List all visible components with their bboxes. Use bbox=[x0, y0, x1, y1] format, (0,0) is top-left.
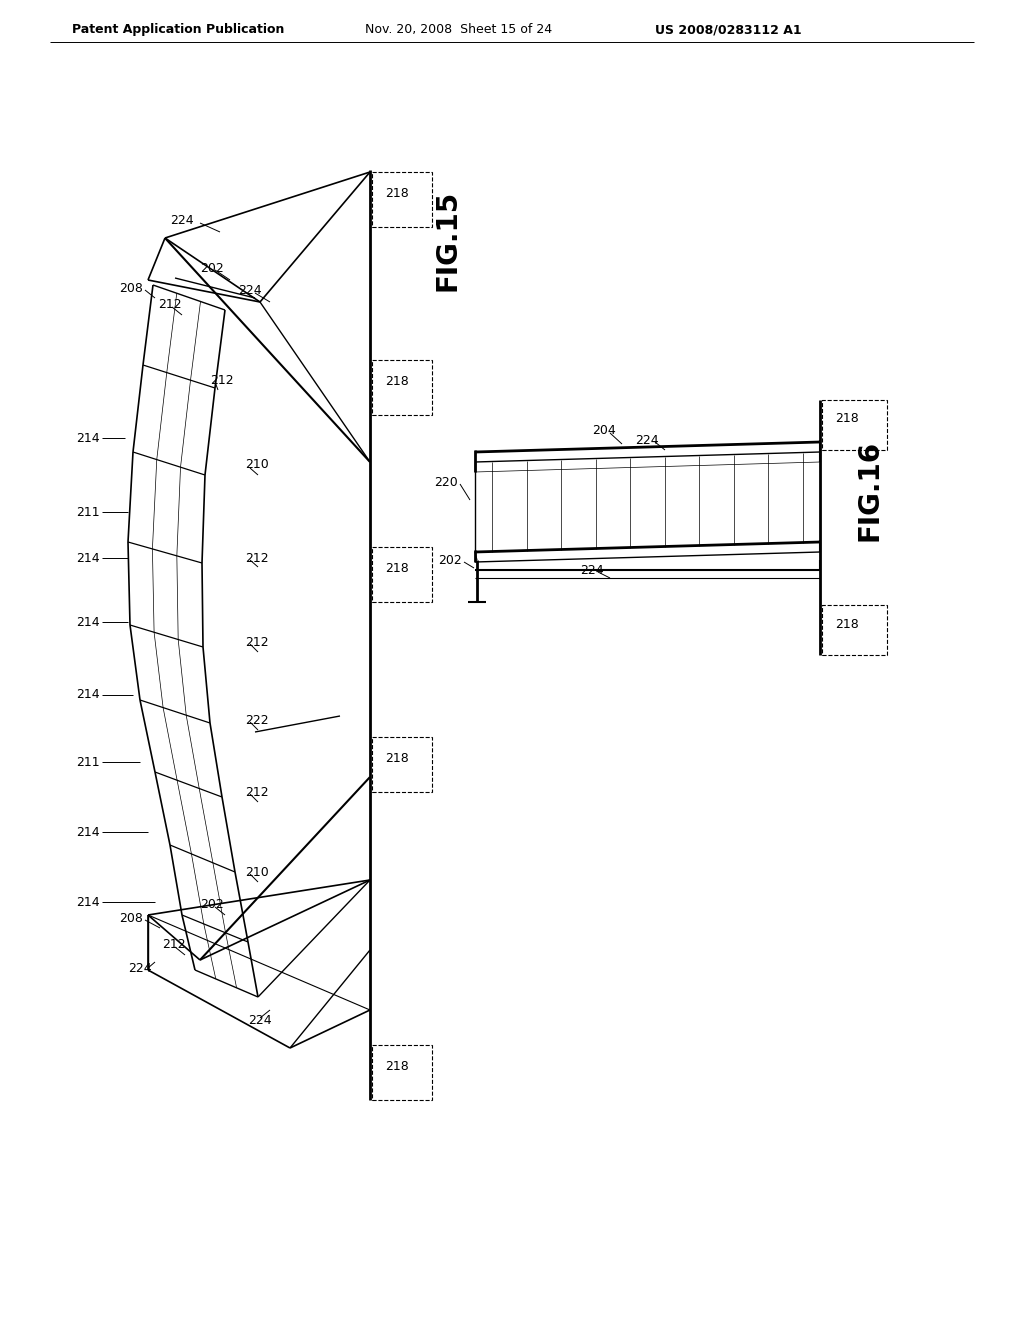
Text: 224: 224 bbox=[580, 564, 603, 577]
Text: 211: 211 bbox=[77, 755, 100, 768]
Text: 214: 214 bbox=[77, 615, 100, 628]
Bar bbox=[372, 360, 432, 414]
Text: Patent Application Publication: Patent Application Publication bbox=[72, 24, 285, 37]
Text: 211: 211 bbox=[77, 506, 100, 519]
Text: FIG.15: FIG.15 bbox=[434, 189, 462, 290]
Text: 218: 218 bbox=[385, 375, 409, 388]
Bar bbox=[372, 546, 432, 602]
Text: 218: 218 bbox=[385, 562, 409, 576]
Text: 208: 208 bbox=[119, 281, 143, 294]
Text: 214: 214 bbox=[77, 825, 100, 838]
Text: 210: 210 bbox=[245, 458, 268, 471]
Text: 224: 224 bbox=[248, 1014, 271, 1027]
Text: 218: 218 bbox=[835, 412, 859, 425]
Text: 208: 208 bbox=[119, 912, 143, 924]
Text: 210: 210 bbox=[245, 866, 268, 879]
Text: Nov. 20, 2008  Sheet 15 of 24: Nov. 20, 2008 Sheet 15 of 24 bbox=[365, 24, 552, 37]
Text: 212: 212 bbox=[210, 374, 233, 387]
Text: 202: 202 bbox=[200, 261, 224, 275]
Text: 222: 222 bbox=[245, 714, 268, 726]
Text: 202: 202 bbox=[438, 553, 462, 566]
Text: 224: 224 bbox=[635, 433, 658, 446]
Text: 218: 218 bbox=[385, 1060, 409, 1073]
Text: 214: 214 bbox=[77, 552, 100, 565]
Text: FIG.16: FIG.16 bbox=[856, 440, 884, 541]
Text: 204: 204 bbox=[592, 424, 615, 437]
Text: 202: 202 bbox=[200, 899, 224, 912]
Text: 212: 212 bbox=[245, 552, 268, 565]
Bar bbox=[822, 605, 887, 655]
Text: 214: 214 bbox=[77, 895, 100, 908]
Text: 224: 224 bbox=[128, 961, 152, 974]
Text: 220: 220 bbox=[434, 475, 458, 488]
Text: 214: 214 bbox=[77, 689, 100, 701]
Text: 218: 218 bbox=[385, 187, 409, 201]
Text: 224: 224 bbox=[238, 284, 261, 297]
Text: US 2008/0283112 A1: US 2008/0283112 A1 bbox=[655, 24, 802, 37]
Text: 214: 214 bbox=[77, 432, 100, 445]
Bar bbox=[822, 400, 887, 450]
Bar bbox=[372, 737, 432, 792]
Bar bbox=[372, 1045, 432, 1100]
Text: 218: 218 bbox=[835, 618, 859, 631]
Bar bbox=[372, 172, 432, 227]
Text: 212: 212 bbox=[245, 785, 268, 799]
Text: 212: 212 bbox=[162, 939, 185, 952]
Text: 218: 218 bbox=[385, 752, 409, 766]
Text: 212: 212 bbox=[245, 635, 268, 648]
Text: 224: 224 bbox=[170, 214, 194, 227]
Text: 212: 212 bbox=[158, 298, 181, 312]
